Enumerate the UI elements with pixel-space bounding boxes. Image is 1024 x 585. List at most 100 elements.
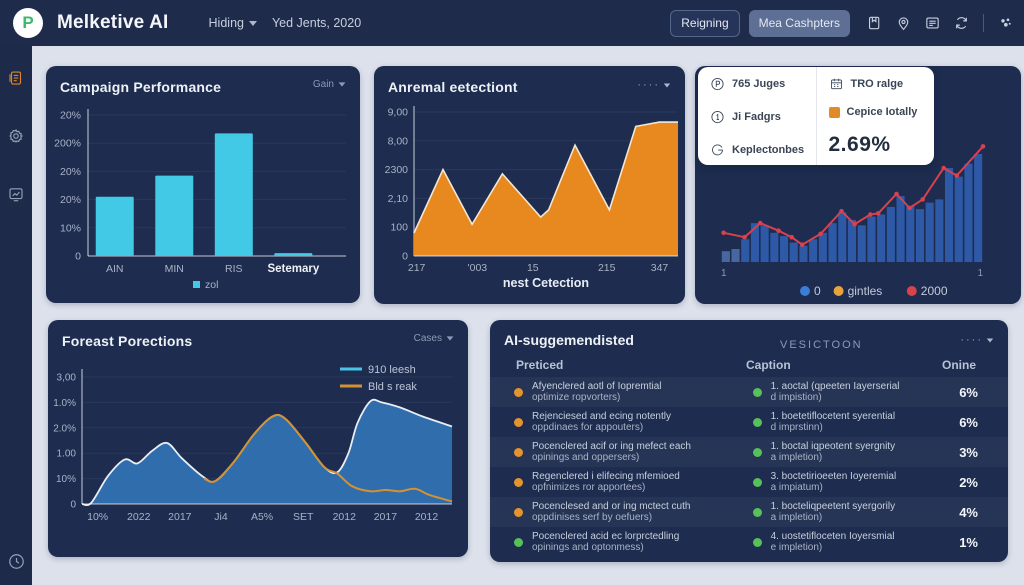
kpi-line-dot [799, 242, 805, 247]
calendar-icon [829, 76, 844, 91]
orange-dot-icon [514, 477, 523, 487]
table-cell-value: 6% [959, 384, 978, 400]
table-row[interactable]: Pocenclesed and or ing mctect cuth oppdin… [490, 497, 1008, 527]
predicted-line-2: oppdinises serf by oefuers) [532, 512, 653, 523]
kpi-bar [886, 206, 895, 262]
chevron-down-icon [986, 338, 994, 342]
table-cell-predicted: Afyenclered aotl of Iopremtial optimize r… [532, 381, 753, 403]
location-pin-icon[interactable] [895, 15, 912, 32]
table-row[interactable]: Rejenciesed and ecing notently oppdinaes … [490, 407, 1008, 437]
forecast-card-menu[interactable]: Cases [414, 333, 454, 344]
kpi-line-dot [789, 234, 794, 240]
kpi-line-dot [954, 173, 960, 178]
orange-square-icon [828, 106, 840, 118]
table-row[interactable]: Afyenclered aotl of Iopremtial optimize r… [490, 377, 1008, 407]
top-menu-item-1[interactable]: Yed Jents, 2020 [272, 16, 361, 30]
table-cell-value: 6% [959, 414, 978, 430]
dots-icon: ···· [637, 79, 660, 91]
y-tick-label: 20% [60, 166, 81, 178]
bar-RIS [214, 133, 253, 256]
app-logo[interactable]: P [13, 8, 43, 38]
predicted-line-1: Pocenclesed and or ing mctect cuth [532, 501, 691, 512]
orange-dot-icon [514, 507, 523, 517]
table-card-menu[interactable]: ···· [960, 334, 994, 346]
table-column-header-1: Caption [746, 358, 791, 372]
sidebar-item-gear[interactable] [6, 126, 26, 146]
forecast-card: Foreast Porections Cases 0 10% 1.00 2.0% 1.0… [48, 320, 468, 557]
y-tick-label: 0 [70, 500, 76, 511]
predicted-line-2: opinings and optonmess) [532, 542, 644, 553]
table-row[interactable]: Pocenclered acid ec lorprctedling opining… [490, 527, 1008, 557]
caption-text: 1. bocteliqpeetent syergorily a impletion… [771, 501, 941, 523]
caption-line-1: 1. boctal iqpeotent syergnity [770, 441, 896, 452]
table-row[interactable]: Pocenclered acif or ing mefect each opini… [490, 437, 1008, 467]
kpi-bar [818, 232, 827, 262]
table-row[interactable]: Regenclered i elifecing mfemioed opfnimiz… [490, 467, 1008, 497]
caption-line-2: a impiatum) [770, 482, 823, 493]
kpi-bar [915, 209, 924, 262]
kpi-bar [760, 225, 769, 262]
area-edge [413, 121, 678, 234]
reigning-button[interactable]: Reigning [670, 9, 740, 37]
logo-letter: P [22, 13, 34, 32]
y-tick-label: 2.0% [53, 423, 76, 434]
list-card-icon[interactable] [924, 15, 941, 32]
orange-dot-icon [514, 387, 523, 397]
x-tick-label: 215 [598, 262, 616, 274]
legend-dot [833, 286, 844, 296]
caption-line-1: 1. aoctal (qpeeten Iayerserial [770, 381, 900, 392]
kpi-bar [741, 239, 750, 262]
chevron-down-icon [446, 336, 454, 341]
top-menu-item-0[interactable]: Hiding [209, 16, 257, 30]
kpi-bar [721, 251, 730, 262]
kpi-bar [857, 225, 866, 262]
top-menu-label: Hiding [208, 16, 244, 30]
sidebar-item-chart[interactable] [6, 184, 26, 204]
predicted-line-2: optimize ropvorters) [532, 392, 621, 403]
campaign-bar-chart: 0 10% 20% 20% 200% 20% AIN MIN RIS Setemary zol [54, 109, 346, 291]
caption-line-2: d impistion) [770, 392, 822, 403]
bar-AIN [95, 196, 134, 256]
x-tick-label: 2017 [168, 511, 192, 523]
kpi-right-column: TRO ralge Cepice Iotally 2.69% [817, 67, 935, 165]
kpi-line-dot [875, 211, 881, 216]
table-cell-predicted: Pocenclesed and or ing mctect cuth oppdin… [532, 501, 753, 523]
kpi-stat-left-0: 765 Juges [710, 76, 816, 91]
g-mark-icon [710, 142, 725, 157]
topbar: P Melketive AI Hiding Yed Jents, 2020 Rei… [0, 0, 1024, 46]
legend-label: 2000 [921, 284, 948, 298]
table-cell-caption: 1. boctal iqpeotent syergnity a impletion… [752, 441, 960, 463]
table-cell-value: 3% [959, 444, 978, 460]
kpi-line-dot [941, 165, 946, 171]
predicted-line-1: Pocenclered acid ec lorprctedling [532, 531, 680, 542]
caption-line-1: 3. boctetirioeeten Ioyeremial [770, 471, 897, 482]
kpi-line-dot [818, 231, 823, 237]
table-body: Afyenclered aotl of Iopremtial optimize r… [490, 377, 1008, 557]
anomaly-detection-card: Anremal eetectiont ···· 0 100 2,10 2300 8,00… [374, 66, 685, 304]
kpi-bar [780, 236, 789, 262]
legend-label: 910 leesh [368, 364, 416, 376]
x-tick-label: SET [293, 511, 314, 523]
profile-dots-icon[interactable] [997, 15, 1014, 32]
kpi-combo-chart: 1 1 0 gintles 2000 [721, 144, 986, 298]
kpi-line-dot [907, 205, 912, 211]
mea-cashpters-button[interactable]: Mea Cashpters [748, 9, 850, 37]
table-header-row: Preticed Caption Onine [490, 348, 1008, 377]
refresh-icon[interactable] [953, 15, 970, 32]
anomaly-area-chart: 0 100 2,10 2300 8,00 9,00 217 '003 15 215 347 nest … [385, 106, 678, 290]
x-tick-label: '003 [468, 262, 488, 274]
bookmark-icon[interactable] [866, 15, 883, 32]
kpi-bar [799, 245, 808, 262]
chevron-down-icon [338, 82, 346, 87]
sidebar-item-report[interactable] [6, 68, 26, 88]
anomaly-card-menu[interactable]: ···· [637, 79, 671, 91]
kpi-bar [867, 216, 876, 262]
campaign-card-menu[interactable]: Gain [313, 79, 346, 90]
green-dot-icon [752, 507, 762, 517]
sidebar-item-clock[interactable] [6, 551, 26, 571]
kpi-stat-left-2: Keplectonbes [710, 142, 816, 157]
ai-suggestions-card: AI-suggemendisted ···· VESICTOON Pretice… [490, 320, 1008, 562]
kpi-bar [954, 176, 963, 262]
kpi-bar [896, 196, 905, 262]
x-tick-label: 217 [408, 262, 426, 274]
